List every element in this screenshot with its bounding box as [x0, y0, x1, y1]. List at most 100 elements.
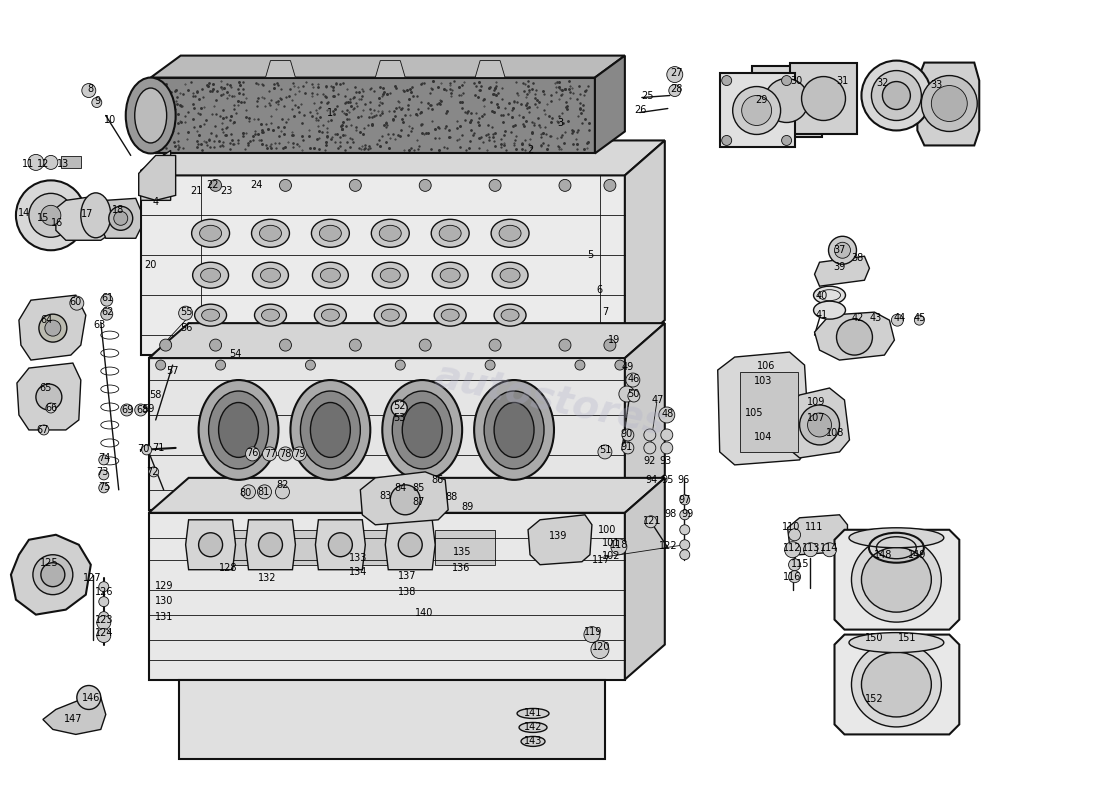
Circle shape [329, 533, 352, 557]
Text: 23: 23 [220, 186, 233, 196]
Ellipse shape [849, 633, 944, 653]
Text: 116: 116 [783, 572, 802, 582]
Text: 77: 77 [264, 449, 277, 459]
Text: 52: 52 [393, 401, 406, 411]
Circle shape [278, 447, 293, 461]
Text: 119: 119 [584, 626, 602, 637]
Ellipse shape [500, 268, 520, 282]
Ellipse shape [191, 219, 230, 247]
Text: 90: 90 [620, 429, 632, 439]
Text: 9: 9 [95, 95, 101, 106]
Polygon shape [178, 679, 605, 759]
Text: 15: 15 [36, 214, 50, 223]
Circle shape [628, 390, 640, 402]
Circle shape [680, 525, 690, 534]
Text: 133: 133 [349, 553, 367, 562]
Polygon shape [717, 352, 810, 465]
Text: 11: 11 [22, 159, 34, 170]
Text: 16: 16 [51, 218, 63, 228]
Circle shape [36, 384, 62, 410]
Ellipse shape [290, 380, 371, 480]
Text: 141: 141 [524, 709, 542, 718]
Circle shape [15, 180, 86, 250]
Text: 25: 25 [641, 90, 654, 101]
Circle shape [680, 510, 690, 520]
Text: 4: 4 [153, 198, 158, 207]
Ellipse shape [199, 380, 278, 480]
Circle shape [575, 360, 585, 370]
Ellipse shape [80, 193, 111, 238]
Text: 137: 137 [398, 570, 417, 581]
Circle shape [871, 70, 922, 121]
Circle shape [210, 179, 221, 191]
Polygon shape [148, 358, 625, 510]
Circle shape [279, 339, 292, 351]
Polygon shape [595, 55, 625, 154]
Polygon shape [151, 78, 595, 154]
Text: 129: 129 [155, 581, 174, 590]
Text: 71: 71 [153, 443, 165, 453]
Circle shape [91, 98, 102, 107]
Circle shape [178, 306, 192, 320]
Ellipse shape [492, 262, 528, 288]
Ellipse shape [192, 262, 229, 288]
Text: 45: 45 [913, 313, 925, 323]
Circle shape [922, 75, 977, 131]
Text: 66: 66 [46, 403, 58, 413]
Text: 113: 113 [802, 542, 821, 553]
Ellipse shape [441, 309, 459, 321]
Circle shape [804, 542, 817, 557]
Text: 82: 82 [276, 480, 288, 490]
Ellipse shape [252, 219, 289, 247]
Text: 7: 7 [602, 307, 608, 317]
Circle shape [142, 445, 152, 455]
Circle shape [199, 533, 222, 557]
Text: 151: 151 [898, 633, 916, 642]
Circle shape [392, 400, 407, 416]
Ellipse shape [494, 402, 534, 458]
Ellipse shape [393, 391, 452, 469]
Polygon shape [385, 520, 436, 570]
Circle shape [134, 404, 146, 416]
Ellipse shape [300, 391, 361, 469]
Text: 20: 20 [144, 260, 157, 270]
Text: 128: 128 [219, 562, 238, 573]
Circle shape [39, 425, 48, 435]
Circle shape [44, 155, 58, 170]
Circle shape [789, 570, 801, 582]
Circle shape [398, 533, 422, 557]
Polygon shape [186, 520, 235, 570]
Circle shape [46, 403, 56, 413]
Polygon shape [528, 515, 592, 565]
Text: 19: 19 [608, 335, 620, 345]
Text: 76: 76 [246, 448, 258, 458]
Bar [751, 66, 822, 138]
Text: 138: 138 [398, 586, 417, 597]
Polygon shape [141, 150, 170, 200]
Text: 72: 72 [146, 467, 158, 477]
Text: 6: 6 [597, 285, 603, 295]
Text: 1: 1 [328, 107, 333, 118]
Bar [790, 62, 858, 134]
Ellipse shape [320, 268, 340, 282]
Text: 73: 73 [97, 467, 109, 477]
Circle shape [882, 82, 911, 110]
Text: 60: 60 [69, 297, 81, 307]
Circle shape [914, 315, 924, 325]
Ellipse shape [199, 226, 221, 242]
Text: 97: 97 [679, 495, 691, 505]
Text: 57: 57 [166, 366, 179, 376]
Text: 51: 51 [598, 445, 612, 455]
Text: 111: 111 [805, 522, 824, 532]
Ellipse shape [861, 547, 932, 612]
Text: 3: 3 [557, 118, 563, 129]
Circle shape [113, 211, 128, 226]
Polygon shape [625, 141, 664, 355]
Circle shape [610, 538, 627, 554]
Circle shape [97, 629, 111, 642]
Bar [196, 530, 255, 565]
Ellipse shape [195, 304, 227, 326]
Ellipse shape [321, 309, 340, 321]
Circle shape [160, 179, 172, 191]
Ellipse shape [440, 268, 460, 282]
